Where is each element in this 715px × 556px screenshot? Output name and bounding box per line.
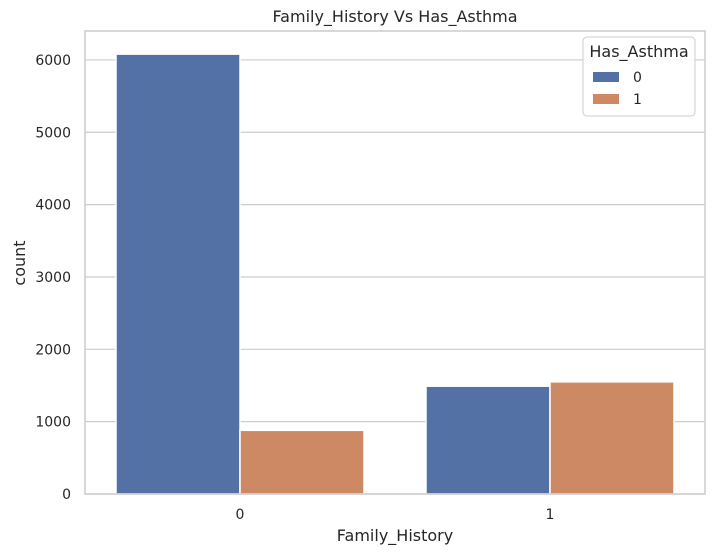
y-tick-label: 5000	[35, 125, 71, 141]
plot-area: 0 1000 2000 3000 4000 5000 6000 0 1	[35, 30, 706, 523]
y-tick-label: 4000	[35, 198, 71, 214]
legend-title: Has_Asthma	[589, 42, 688, 62]
bar-0-series-0	[115, 53, 241, 495]
y-tick-label: 2000	[35, 342, 71, 358]
legend-swatch-1	[593, 94, 619, 104]
plot-frame	[84, 30, 706, 495]
y-tick-label: 1000	[35, 415, 71, 431]
x-axis-label: Family_History	[337, 526, 453, 546]
y-axis-label: count	[10, 240, 29, 285]
chart-title: Family_History Vs Has_Asthma	[272, 7, 517, 27]
x-tick-label: 1	[546, 507, 555, 523]
y-tick-label: 0	[62, 487, 71, 503]
y-tick-label: 3000	[35, 270, 71, 286]
bar-1-series-0	[425, 385, 551, 495]
legend: Has_Asthma 0 1	[582, 36, 696, 117]
legend-label-0: 0	[633, 70, 642, 86]
bar-0-series-1	[239, 429, 365, 495]
bar-1-series-1	[549, 381, 675, 495]
y-tick-label: 6000	[35, 53, 71, 69]
legend-label-1: 1	[633, 92, 642, 108]
x-tick-label: 0	[236, 507, 245, 523]
legend-swatch-0	[593, 72, 619, 82]
